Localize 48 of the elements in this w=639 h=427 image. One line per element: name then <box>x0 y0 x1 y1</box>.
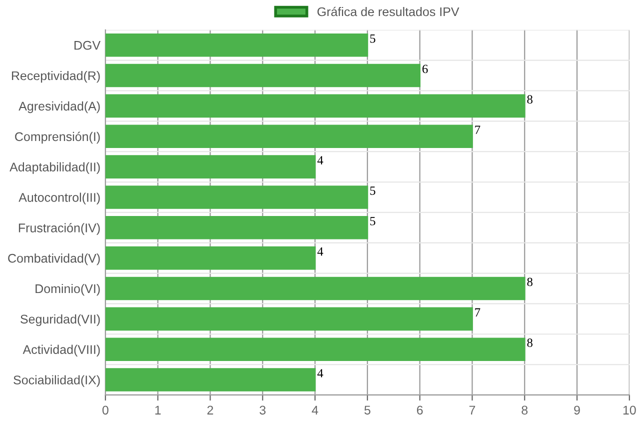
bar <box>105 307 473 331</box>
y-tick-label: Actividad(VIII) <box>22 344 100 356</box>
y-tick-label: Receptividad(R) <box>12 70 100 83</box>
data-label: 8 <box>527 95 532 104</box>
bar <box>105 124 473 148</box>
data-label: 4 <box>317 369 324 378</box>
x-tick-label: 3 <box>260 406 266 415</box>
bar <box>105 94 526 118</box>
data-label: 4 <box>317 247 324 256</box>
x-tick-label: 4 <box>312 406 318 414</box>
x-tick-label: 5 <box>364 406 370 415</box>
bar <box>105 186 368 209</box>
x-tick-label: 6 <box>416 406 423 415</box>
data-label: 6 <box>422 64 428 74</box>
data-label: 5 <box>370 34 376 43</box>
x-tick-label: 9 <box>574 406 580 415</box>
y-tick-label: Comprensión(I) <box>15 132 100 144</box>
data-label: 5 <box>370 186 376 195</box>
y-tick-label: Sociabilidad(IX) <box>14 375 100 387</box>
y-tick-label: Agresividad(A) <box>18 101 100 114</box>
bar <box>105 368 316 392</box>
x-tick-label: 10 <box>623 406 636 415</box>
bar <box>105 216 368 240</box>
bar <box>105 338 526 361</box>
x-tick-label: 8 <box>522 406 528 415</box>
x-tick-label: 2 <box>207 406 214 414</box>
y-tick-label: DGV <box>74 40 101 50</box>
bar <box>105 33 368 57</box>
data-label: 7 <box>475 126 480 134</box>
data-label: 8 <box>527 338 532 347</box>
bar <box>105 155 316 178</box>
y-tick-label: Frustración(IV) <box>18 223 100 235</box>
legend-label: Gráfica de resultados IPV <box>317 6 460 16</box>
x-tick-label: 0 <box>102 406 108 415</box>
data-label: 4 <box>317 156 324 164</box>
y-tick-label: Combatividad(V) <box>8 254 100 266</box>
bar <box>105 246 316 270</box>
data-label: 7 <box>475 308 480 316</box>
data-label: 5 <box>370 216 376 226</box>
y-tick-label: Seguridad(VII) <box>20 314 100 326</box>
x-tick-label: 7 <box>469 406 476 414</box>
data-label: 8 <box>527 278 532 286</box>
x-tick-label: 1 <box>155 406 161 414</box>
y-tick-label: Autocontrol(III) <box>18 192 100 204</box>
y-tick-label: Dominio(VI) <box>36 284 100 296</box>
bar <box>105 276 526 300</box>
y-tick-label: Adaptabilidad(II) <box>10 162 100 174</box>
bar <box>105 64 421 88</box>
